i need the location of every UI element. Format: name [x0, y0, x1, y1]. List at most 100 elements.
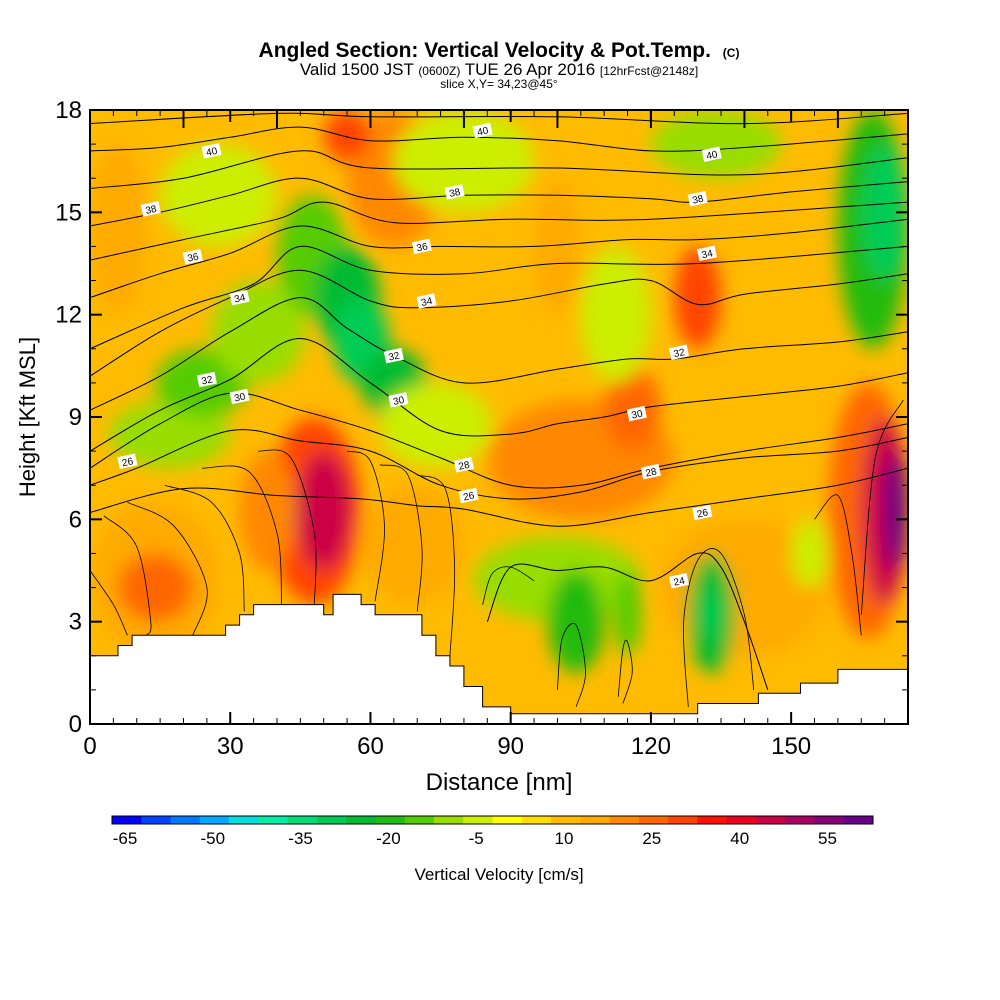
- velocity-cell: [534, 178, 581, 315]
- theta-label-bg: [668, 344, 690, 360]
- theta-contour-label: 30: [388, 392, 409, 408]
- colorbar-bin: [580, 816, 610, 824]
- colorbar-label: Vertical Velocity [cm/s]: [414, 865, 583, 884]
- theta-contour-label: 38: [140, 201, 161, 217]
- velocity-cell: [295, 451, 352, 571]
- velocity-cell: [393, 110, 535, 213]
- x-tick-label: 150: [771, 733, 811, 760]
- theta-label-text: 34: [233, 292, 247, 305]
- theta-label-bg: [229, 289, 250, 306]
- theta-label-text: 36: [187, 252, 201, 265]
- theta-contour-label: 26: [458, 487, 479, 504]
- velocity-contour-line: [814, 494, 862, 636]
- theta-contour-label: 30: [229, 388, 250, 405]
- subtitle-date: TUE 26 Apr 2016: [465, 60, 595, 79]
- theta-label-text: 26: [462, 490, 476, 503]
- theta-label-bg: [696, 245, 718, 262]
- colorbar-bin: [521, 816, 552, 824]
- theta-contour-label: 34: [696, 245, 718, 262]
- theta-contour-label: 26: [117, 453, 138, 469]
- colorbar-tick-label: -65: [113, 829, 138, 848]
- velocity-contour-line: [346, 450, 385, 602]
- x-tick-label: 60: [357, 733, 384, 760]
- velocity-cell: [650, 110, 782, 179]
- colorbar: -65 -50 -35 -20 -5 10 25 40 55: [111, 815, 874, 848]
- colorbar-tick-label: -35: [288, 829, 313, 848]
- velocity-field-blurred: [90, 110, 908, 673]
- terrain-mask: [89, 593, 909, 725]
- colorbar-bin: [492, 816, 523, 824]
- theta-contour-line: [90, 297, 908, 411]
- colorbar-tick-label: 10: [555, 829, 574, 848]
- theta-label-bg: [701, 146, 722, 163]
- theta-label-bg: [687, 190, 708, 207]
- theta-contour-line: [90, 112, 908, 125]
- theta-contour-label: 32: [383, 347, 404, 364]
- velocity-cell: [580, 246, 651, 383]
- theta-label-bg: [388, 392, 409, 408]
- theta-label-bg: [411, 238, 432, 255]
- velocity-cell: [211, 280, 306, 383]
- theta-label-text: 38: [448, 187, 462, 200]
- theta-label-bg: [383, 347, 404, 364]
- colorbar-bin: [316, 816, 347, 824]
- colorbar-bin: [609, 816, 640, 824]
- theta-contour-line: [90, 201, 908, 261]
- velocity-cell: [702, 587, 722, 639]
- velocity-cell: [674, 246, 722, 349]
- velocity-contour-line: [90, 570, 128, 636]
- theta-label-bg: [416, 293, 437, 309]
- velocity-cell: [108, 399, 231, 469]
- colorbar-bin: [755, 816, 786, 824]
- theta-label-bg: [640, 463, 661, 480]
- theta-label-text: 30: [233, 391, 247, 404]
- theta-contour-line: [90, 150, 908, 189]
- colorbar-bin: [229, 816, 259, 824]
- theta-contour-line: [90, 177, 908, 227]
- theta-contour-label: 30: [626, 405, 647, 422]
- y-tick-label: 12: [55, 302, 82, 329]
- colorbar-bin: [785, 816, 815, 824]
- velocity-cell: [884, 451, 908, 571]
- theta-label-bg: [453, 457, 474, 473]
- subtitle-fcst: [12hrFcst@2148z]: [600, 64, 698, 78]
- chart-title: Angled Section: Vertical Velocity & Pot.…: [259, 39, 740, 62]
- colorbar-bin: [668, 816, 698, 824]
- velocity-contours: [90, 399, 904, 708]
- colorbar-bin: [463, 816, 493, 824]
- theta-label-text: 40: [205, 146, 219, 159]
- colorbar-bin: [199, 816, 230, 824]
- theta-contour-label: 36: [182, 248, 203, 265]
- velocity-cell: [239, 451, 296, 571]
- velocity-contour-line: [127, 501, 208, 636]
- chart-subtitle: Valid 1500 JST (0600Z) TUE 26 Apr 2016 […: [300, 60, 698, 79]
- x-axis-label: Distance [nm]: [426, 769, 573, 796]
- velocity-cell: [548, 570, 605, 673]
- velocity-contour-line: [258, 449, 317, 605]
- theta-label-text: 40: [476, 125, 490, 138]
- colorbar-bin: [726, 816, 757, 824]
- velocity-cell: [90, 144, 147, 315]
- theta-contour-line: [90, 392, 908, 489]
- theta-label-text: 26: [121, 456, 135, 469]
- chart-slice-label: slice X,Y= 34,23@45°: [440, 77, 558, 91]
- colorbar-bin: [375, 816, 406, 824]
- theta-label-text: 30: [631, 408, 645, 421]
- theta-label-bg: [458, 487, 479, 504]
- colorbar-tick-label: 55: [818, 829, 837, 848]
- theta-contour-line: [90, 126, 908, 152]
- colorbar-tick-label: -20: [376, 829, 401, 848]
- theta-label-bg: [201, 143, 222, 159]
- theta-label-bg: [444, 184, 465, 200]
- velocity-cell: [323, 110, 371, 162]
- theta-label-bg: [196, 371, 217, 388]
- theta-contour-line: [486, 552, 769, 691]
- theta-contour-line: [90, 467, 908, 527]
- theta-contour-label: 36: [411, 238, 432, 255]
- colorbar-tick-label: 40: [730, 829, 749, 848]
- y-tick-label: 3: [69, 609, 82, 636]
- x-tick-label: 120: [631, 733, 671, 760]
- theta-label-text: 38: [145, 204, 159, 217]
